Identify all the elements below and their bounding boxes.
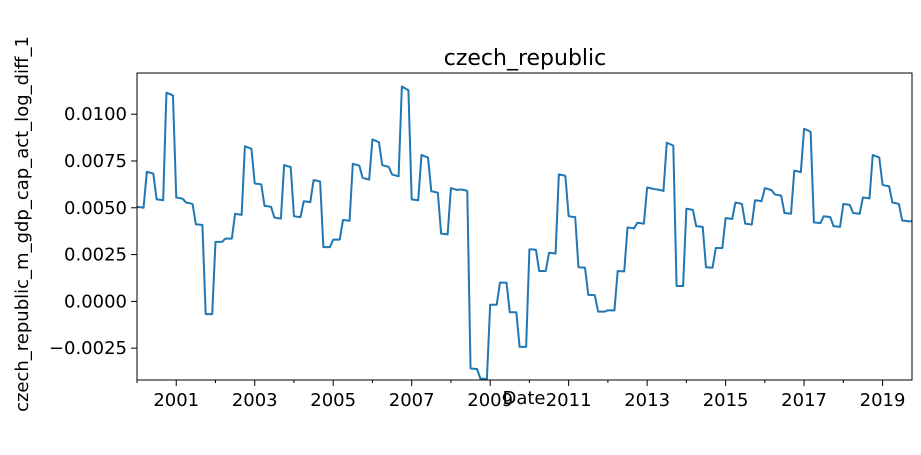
x-tick-label: 2017 [781, 390, 827, 411]
x-tick-label: 2009 [467, 390, 513, 411]
x-axis-label: Date [502, 388, 545, 409]
x-tick-label: 2019 [860, 390, 906, 411]
x-tick-label: 2003 [232, 390, 278, 411]
series-line-0 [136, 85, 912, 381]
chart-title: czech_republic [444, 46, 607, 71]
y-tick-label: 0.0050 [64, 198, 127, 219]
x-tick-label: 2005 [310, 390, 356, 411]
y-tick-label: 0.0075 [64, 151, 127, 172]
x-tick-label: 2001 [153, 390, 199, 411]
plot-frame [136, 72, 913, 381]
y-tick-label: −0.0025 [49, 338, 127, 359]
x-axis: 2001 2003 2005 2007 2009 2011 2013 2015 2017 2019 [136, 380, 906, 411]
y-tick-label: 0.0000 [64, 291, 127, 312]
x-tick-label: 2011 [546, 390, 592, 411]
y-tick-label: 0.0100 [64, 104, 127, 125]
y-tick-label: 0.0025 [64, 245, 127, 266]
y-axis-label: czech_republic_m_gdp_cap_act_log_diff_1 [12, 36, 33, 412]
plot-area [136, 85, 912, 381]
y-axis: −0.0025 0.0000 0.0025 0.0050 0.0075 0.0100 [49, 104, 137, 359]
x-tick-label: 2007 [389, 390, 435, 411]
x-tick-label: 2015 [703, 390, 749, 411]
x-tick-label: 2013 [624, 390, 670, 411]
